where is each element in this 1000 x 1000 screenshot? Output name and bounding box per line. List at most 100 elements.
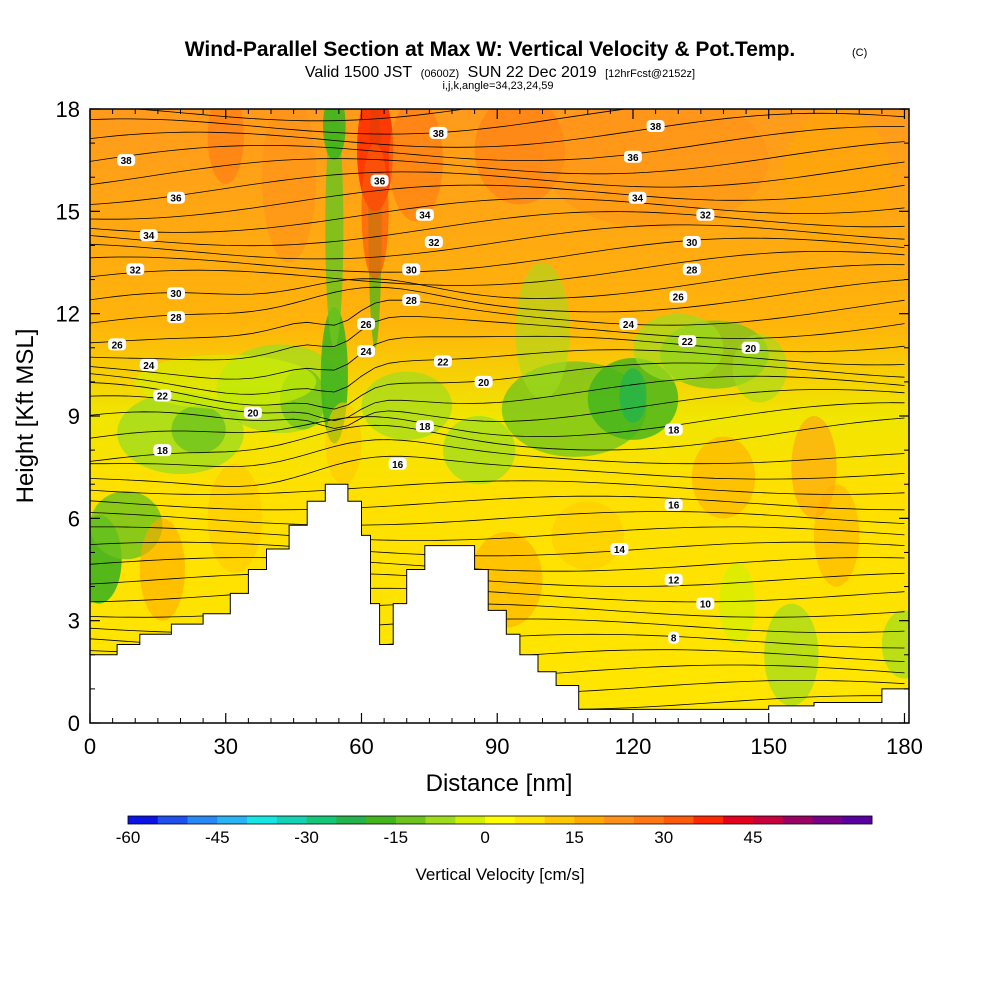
svg-text:20: 20 [247, 409, 259, 420]
theta-contour-line [90, 335, 905, 380]
velocity-cell [325, 109, 344, 348]
svg-text:34: 34 [143, 231, 155, 242]
theta-contour-labels: 38 38 38 36 36 36 34 34 34 32 32 32 30 30 30 28 28 28 26 26… [108, 120, 760, 645]
theta-contour-label: 30 [166, 287, 185, 300]
velocity-cell [691, 436, 756, 519]
velocity-cell [135, 354, 317, 410]
theta-contour-label: 38 [429, 126, 448, 140]
theta-contour-label: 34 [415, 208, 434, 222]
x-axis-ticks: 0 30 60 90 120 150 180 [84, 109, 923, 759]
svg-text:36: 36 [170, 194, 182, 205]
svg-text:24: 24 [360, 347, 372, 358]
chart-subtitle: Valid 1500 JST (0600Z) SUN 22 Dec 2019 [… [305, 64, 695, 81]
colorbar-swatch [395, 816, 426, 824]
colorbar-tick-label: -30 [294, 828, 319, 847]
svg-text:16: 16 [392, 460, 404, 471]
terrain-mask [90, 483, 909, 723]
colorbar-tick-label: 30 [654, 828, 673, 847]
colorbar-swatch [157, 816, 188, 824]
y-tick-label: 15 [56, 199, 80, 224]
theta-contour-line [90, 439, 905, 468]
colorbar-swatch [574, 816, 605, 824]
colorbar-swatch [604, 816, 635, 824]
x-tick-label: 60 [349, 734, 373, 759]
svg-text:28: 28 [406, 296, 418, 307]
colorbar-swatch [693, 816, 724, 824]
theta-contour-label: 34 [628, 191, 647, 205]
subtitle-forecast: [12hrFcst@2152z] [605, 68, 695, 80]
svg-text:24: 24 [143, 361, 155, 372]
y-tick-label: 0 [68, 711, 80, 736]
velocity-field-cells [90, 109, 909, 706]
y-tick-label: 12 [56, 302, 80, 327]
svg-text:24: 24 [623, 320, 635, 331]
theta-contour-label: 28 [402, 294, 421, 307]
theta-contour-line [90, 495, 905, 511]
theta-contour-line [90, 211, 905, 247]
svg-text:20: 20 [745, 344, 757, 355]
colorbar [127, 815, 873, 825]
colorbar-swatch [544, 816, 575, 824]
velocity-cell [632, 313, 724, 382]
svg-text:8: 8 [671, 634, 677, 645]
theta-contour-label: 20 [474, 375, 493, 389]
theta-contour-label: 18 [415, 420, 434, 433]
x-tick-label: 30 [214, 734, 238, 759]
x-tick-label: 150 [750, 734, 787, 759]
colorbar-swatch [366, 816, 397, 824]
theta-contour-label: 38 [646, 120, 665, 133]
theta-contour-line [90, 161, 905, 205]
colorbar-label: Vertical Velocity [cm/s] [415, 865, 584, 884]
colorbar-swatch [663, 816, 694, 824]
svg-text:22: 22 [437, 357, 449, 368]
y-tick-label: 18 [56, 97, 80, 122]
theta-contour-label: 36 [166, 191, 185, 205]
colorbar-tick-label: -45 [205, 828, 230, 847]
svg-text:26: 26 [673, 293, 685, 304]
chart-index-line: i,j,k,angle=34,23,24,59 [442, 80, 553, 92]
theta-contour-label: 32 [126, 263, 145, 276]
velocity-cell [388, 109, 443, 222]
svg-text:38: 38 [121, 156, 133, 167]
colorbar-swatch [247, 816, 278, 824]
x-tick-label: 0 [84, 734, 96, 759]
theta-contour-label: 20 [741, 341, 760, 355]
svg-text:26: 26 [360, 320, 372, 331]
colorbar-tick-labels: -60 -45 -30 -15 0 15 30 45 [116, 828, 763, 847]
svg-text:28: 28 [170, 313, 182, 324]
theta-contour-line [90, 362, 905, 410]
theta-contour-line [90, 572, 905, 587]
theta-contour-label: 24 [619, 317, 638, 331]
velocity-cell [171, 405, 226, 454]
velocity-cell [207, 109, 244, 185]
svg-text:38: 38 [433, 129, 445, 140]
svg-text:32: 32 [428, 238, 440, 249]
subtitle-date: SUN 22 Dec 2019 [468, 64, 597, 81]
colorbar-swatch [485, 816, 516, 824]
velocity-cell [361, 143, 389, 280]
theta-contour-label: 14 [610, 543, 629, 556]
svg-text:36: 36 [627, 153, 639, 164]
theta-contour-line [90, 299, 905, 344]
x-tick-label: 90 [485, 734, 509, 759]
colorbar-swatch [217, 816, 248, 824]
svg-text:10: 10 [700, 600, 712, 611]
theta-contour-label: 26 [357, 317, 376, 331]
colorbar-swatch [187, 816, 218, 824]
theta-contour-line [90, 264, 905, 301]
theta-contour-line [90, 349, 905, 395]
theta-contour-label: 26 [669, 290, 688, 304]
theta-contour-label: 26 [108, 338, 127, 351]
svg-text:34: 34 [419, 211, 431, 222]
theta-contour-label: 36 [370, 174, 389, 188]
svg-text:20: 20 [478, 378, 490, 389]
theta-contour-line [90, 279, 905, 324]
theta-contour-line [90, 587, 905, 603]
theta-contour-label: 36 [623, 150, 642, 164]
theta-contour-line [90, 126, 905, 162]
theta-contour-line [90, 480, 905, 495]
theta-contour-label: 18 [153, 444, 172, 457]
svg-text:14: 14 [614, 545, 626, 556]
colorbar-swatch [842, 816, 873, 824]
theta-contour-label: 10 [696, 597, 715, 611]
